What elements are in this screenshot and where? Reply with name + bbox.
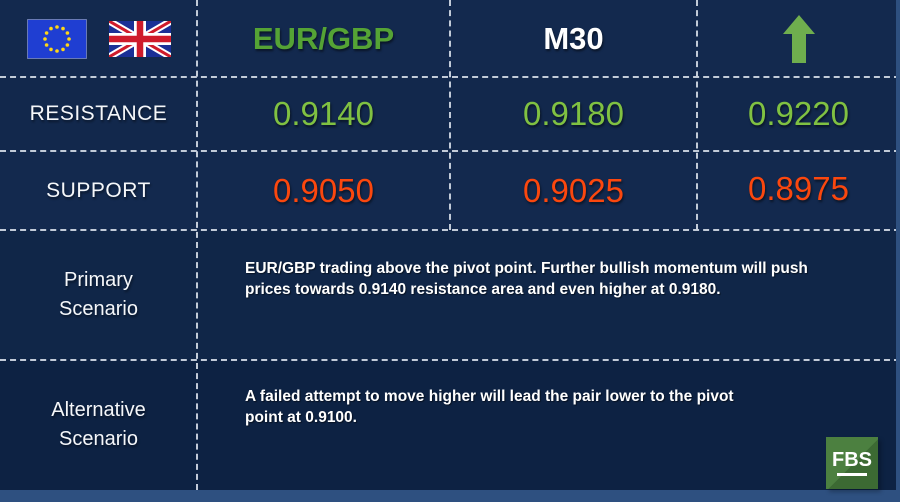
resistance-value-2: 0.9180 (523, 95, 624, 132)
uk-flag-icon (108, 20, 171, 57)
primary-row-background (0, 230, 900, 360)
up-arrow-icon (782, 14, 815, 63)
support-value-1: 0.9050 (273, 171, 374, 209)
eu-flag-icon (26, 18, 87, 59)
primary-scenario-label-cell: Primary Scenario (0, 230, 197, 360)
resistance-row-label: RESISTANCE (29, 102, 168, 125)
bottom-accent-band (0, 490, 900, 502)
fbs-logo: FBS (826, 437, 878, 489)
flag-pair-group (0, 0, 197, 77)
divider-primary-alternative (0, 359, 900, 361)
divider-label-column (196, 0, 198, 490)
divider-column-2 (449, 0, 451, 230)
primary-scenario-text: EUR/GBP trading above the pivot point. F… (245, 260, 808, 298)
alternative-scenario-text: A failed attempt to move higher will lea… (245, 388, 734, 426)
primary-scenario-label: Primary Scenario (59, 269, 138, 320)
resistance-value-1: 0.9140 (273, 95, 374, 132)
fbs-logo-text: FBS (832, 449, 872, 471)
divider-column-3 (696, 0, 698, 230)
trend-cell (697, 0, 900, 77)
divider-support-primary (0, 229, 900, 231)
currency-pair-label: EUR/GBP (252, 20, 395, 56)
support-value-3: 0.8975 (748, 169, 849, 207)
alternative-row-background (0, 360, 900, 490)
fbs-logo-underline (837, 473, 867, 476)
resistance-value-3: 0.9220 (748, 95, 849, 132)
support-value-2: 0.9025 (523, 171, 624, 209)
alternative-scenario-label-cell: Alternative Scenario (0, 360, 197, 490)
timeframe-label: M30 (543, 20, 604, 56)
right-accent-band (896, 0, 900, 502)
support-row-label: SUPPORT (46, 178, 151, 202)
alternative-scenario-label: Alternative Scenario (51, 399, 146, 450)
